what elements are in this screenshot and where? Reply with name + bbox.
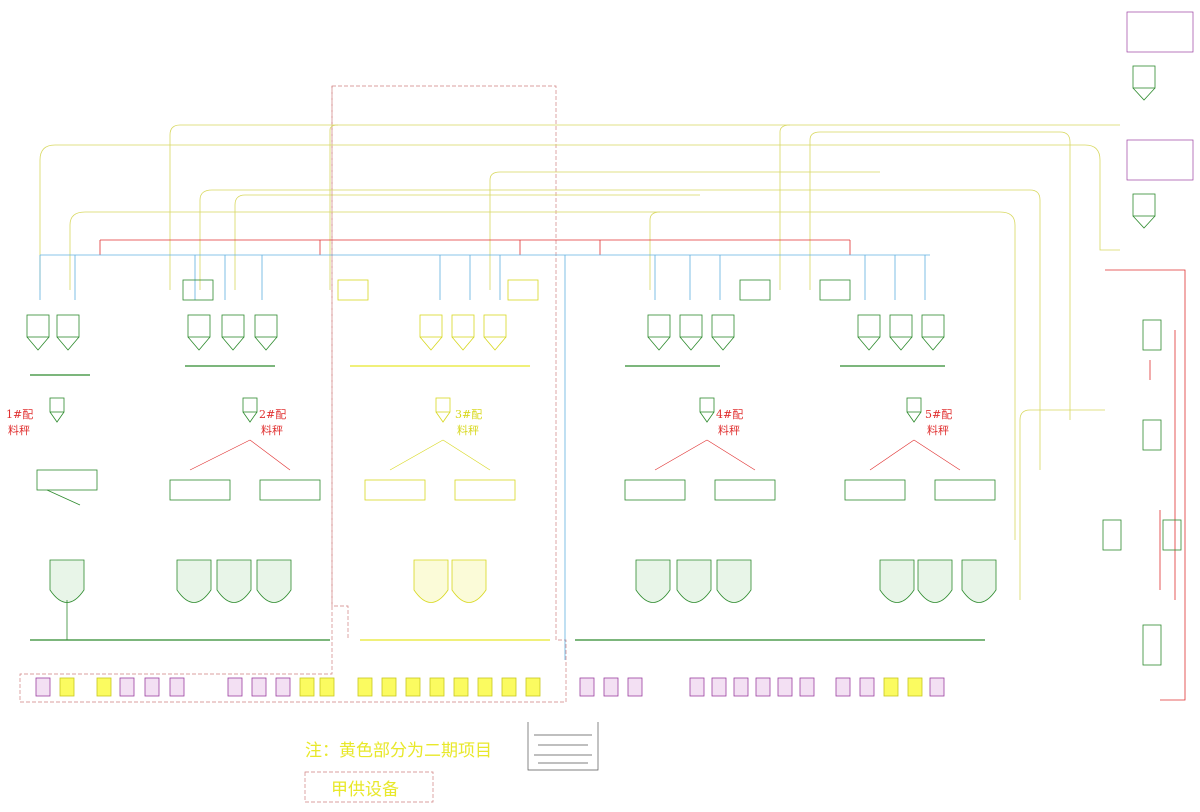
packaging-stations: [35, 677, 945, 697]
right-side-tower: [1102, 65, 1182, 666]
scale-line-2: [169, 279, 321, 603]
scale-label-1b: 料秤: [8, 423, 30, 437]
supplied-by-owner-label: 甲供设备: [331, 780, 399, 800]
scale-label-1a: 1#配: [6, 408, 33, 421]
main-distribution-pipes: [39, 239, 1186, 701]
pneumatic-pipelines: [39, 124, 1120, 600]
screw-conveyors: [30, 365, 985, 641]
scale-label-5a: 5#配: [925, 408, 952, 421]
scale-label-5b: 料秤: [927, 423, 949, 437]
phase2-distribution-lines: [389, 439, 491, 471]
scale-distribution-lines: [189, 439, 961, 471]
phase2-conveyors: [350, 365, 550, 641]
scale-label-3a: 3#配: [455, 408, 482, 421]
scale-labels: 1#配 料秤 2#配 料秤 3#配 料秤 4#配 料秤 5#配 料秤: [6, 408, 952, 437]
phase2-note: 注：黄色部分为二期项目: [305, 741, 492, 761]
scale-line-1: [26, 314, 98, 640]
scale-line-5: [819, 279, 997, 603]
scale-label-4a: 4#配: [716, 408, 743, 421]
scale-line-4: [624, 279, 776, 603]
scale-label-4b: 料秤: [718, 423, 740, 437]
scale-line-3-phase2: [337, 279, 539, 603]
water-tank: [527, 722, 599, 771]
phase2-boundary: [19, 11, 1194, 803]
scale-label-2b: 料秤: [261, 423, 283, 437]
scale-label-3b: 料秤: [457, 423, 479, 437]
scale-label-2a: 2#配: [259, 408, 286, 421]
